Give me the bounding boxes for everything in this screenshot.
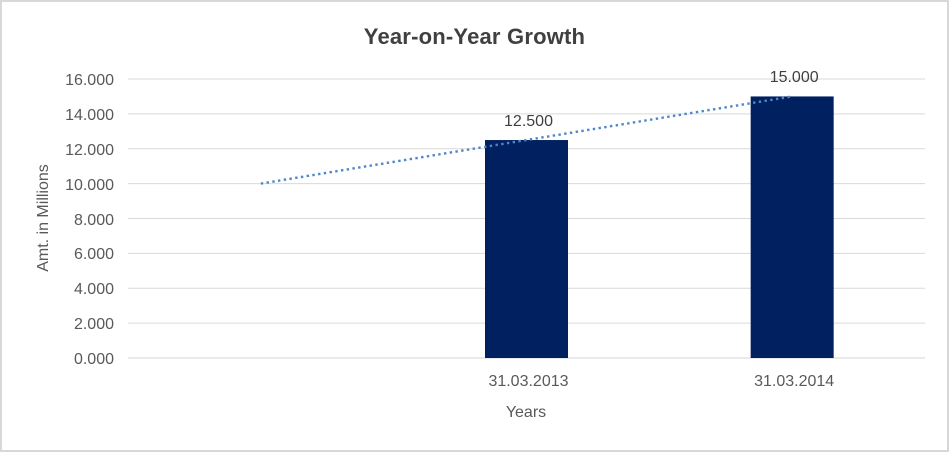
x-tick-label: 31.03.2013 xyxy=(488,373,569,390)
bar xyxy=(750,96,834,358)
y-tick-label: 8.000 xyxy=(73,211,114,229)
y-tick-label: 12.000 xyxy=(65,141,114,159)
y-tick-label: 6.000 xyxy=(73,246,114,264)
bar-value-label: 12.500 xyxy=(504,113,553,131)
chart-title: Year-on-Year Growth xyxy=(363,24,586,49)
y-tick-label: 2.000 xyxy=(73,316,114,334)
bar-value-label: 15.000 xyxy=(769,69,819,87)
y-tick-label: 4.000 xyxy=(73,281,114,299)
y-tick-label: 16.000 xyxy=(65,72,114,89)
x-axis-title: Years xyxy=(505,404,547,421)
y-tick-label: 0.000 xyxy=(73,351,114,368)
trendline xyxy=(260,95,793,185)
x-tick-label: 31.03.2014 xyxy=(754,373,835,390)
bar xyxy=(485,140,568,358)
y-tick-label: 14.000 xyxy=(65,106,114,124)
y-tick-label: 10.000 xyxy=(65,176,114,194)
